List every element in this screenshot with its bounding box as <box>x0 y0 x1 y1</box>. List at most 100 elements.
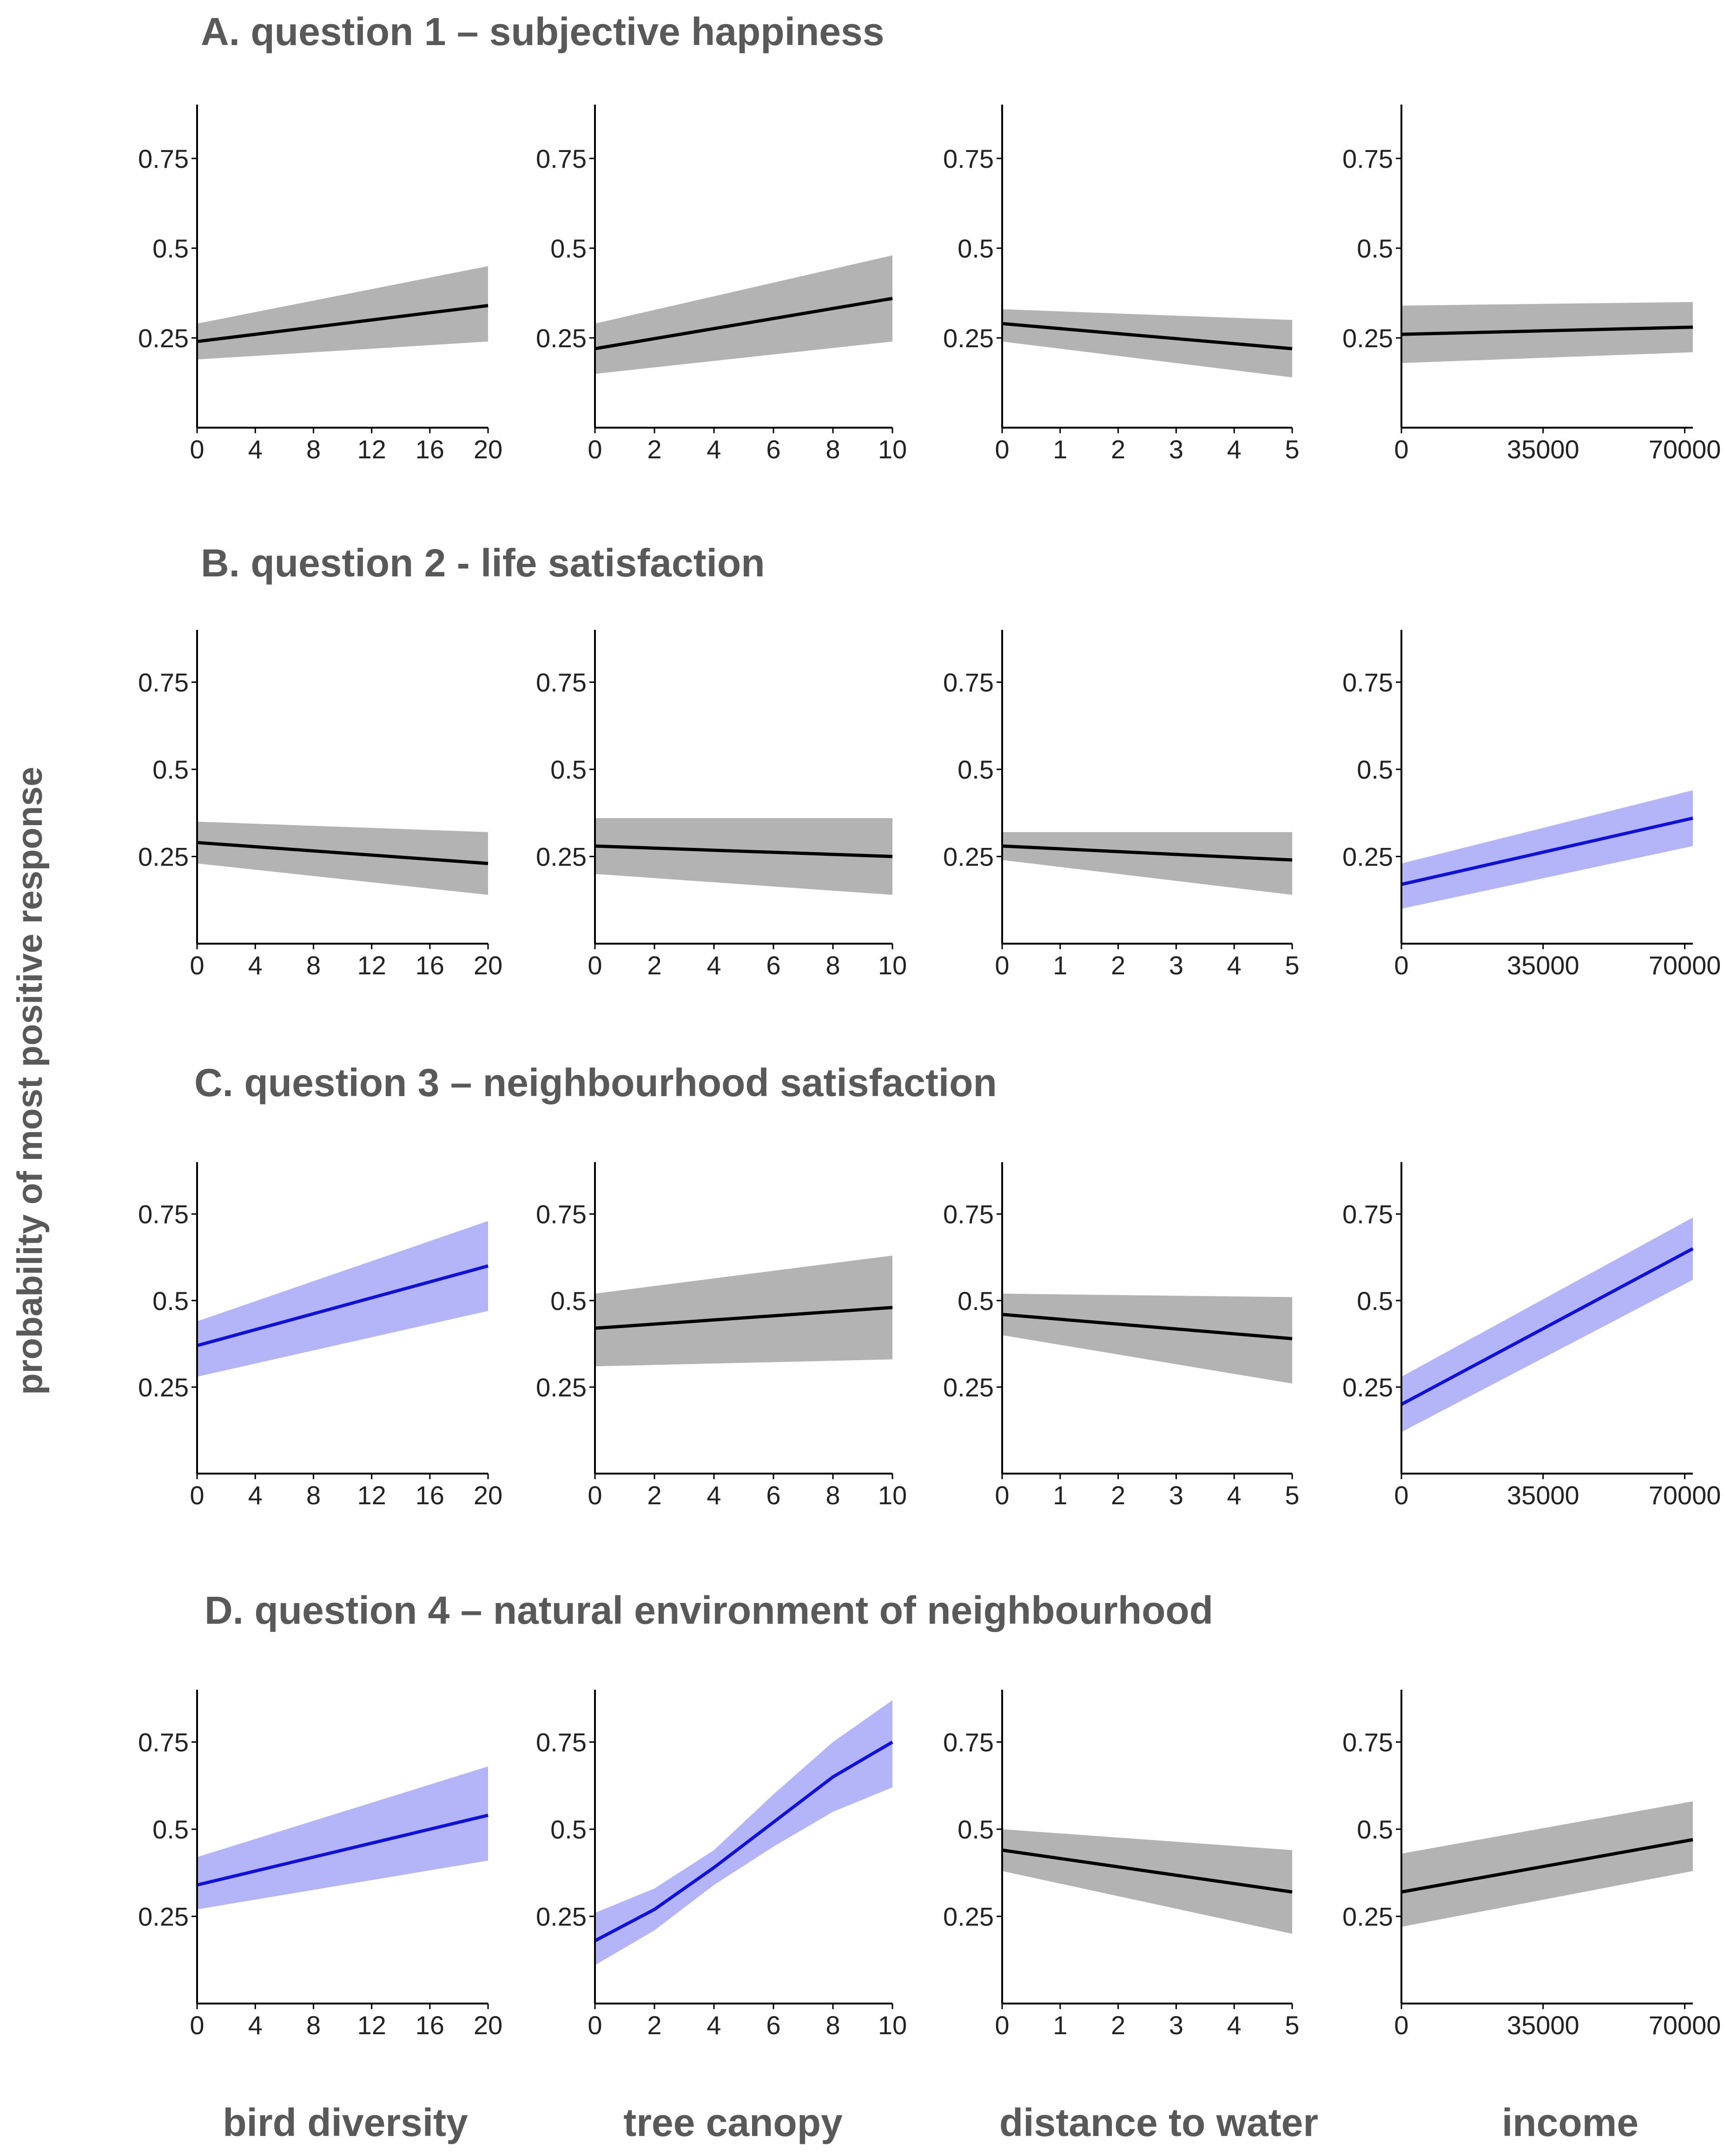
fitted-line <box>197 1813 489 1887</box>
fitted-line <box>197 1264 489 1347</box>
x-tick-label: 8 <box>306 1481 321 1510</box>
x-tick-label: 0 <box>1394 1481 1408 1510</box>
x-tick-label: 10 <box>878 951 907 980</box>
y-tick-label: 0.75 <box>943 144 994 173</box>
x-tick-label: 0 <box>190 435 204 464</box>
x-tick-label: 10 <box>878 1481 907 1510</box>
panel-b-tree: 0.25 0.5 0.75 0 2 4 6 8 10 <box>536 630 907 980</box>
x-tick-label: 8 <box>306 951 321 980</box>
confidence-band <box>197 1221 488 1377</box>
fitted-line <box>1002 1848 1293 1894</box>
x-tick-label: 2 <box>1111 1481 1125 1510</box>
x-tick-label: 4 <box>707 1481 721 1510</box>
y-tick-label: 0.5 <box>958 755 994 784</box>
x-tick-label: 2 <box>1111 435 1125 464</box>
y-tick-label: 0.5 <box>958 234 994 263</box>
confidence-band <box>595 255 892 374</box>
x-tick-label: 20 <box>474 435 502 464</box>
panels-group: 0.250.50.750 4 8 12 16 200.250.50.750 2 4 6 8 100.… <box>138 105 1721 2040</box>
panel-c-tree: 0.25 0.5 0.75 0 2 4 6 8 10 <box>536 1162 907 1510</box>
x-tick-label: 0 <box>588 1481 602 1510</box>
fitted-line <box>197 304 489 344</box>
confidence-band <box>1002 1293 1292 1384</box>
x-tick-label: 0 <box>995 951 1009 980</box>
row-title-c: C. question 3 – neighbourhood satisfacti… <box>194 1061 997 1104</box>
x-tick-label: 6 <box>766 1481 780 1510</box>
confidence-band <box>1401 302 1693 363</box>
x-tick-label: 70000 <box>1649 951 1721 980</box>
x-tick-label: 8 <box>826 1481 840 1510</box>
x-tick-label: 16 <box>416 1481 444 1510</box>
y-tick-label: 0.25 <box>1342 324 1393 353</box>
x-tick-label: 0 <box>1394 951 1408 980</box>
x-tick-label: 4 <box>707 435 721 464</box>
y-tick-label: 0.25 <box>536 842 587 872</box>
panel-a-water: 0.25 0.5 0.75 0 1 2 3 4 5 <box>943 105 1300 464</box>
confidence-band <box>595 1256 892 1367</box>
fitted-line <box>1401 1838 1693 1894</box>
panel-d-income: 0.25 0.5 0.75 0 35000 70000 <box>1342 1690 1721 2040</box>
x-tick-label: 0 <box>190 2011 204 2040</box>
x-tick-label: 0 <box>588 951 602 980</box>
x-tick-label: 3 <box>1169 435 1183 464</box>
x-tick-label: 8 <box>826 435 840 464</box>
x-tick-label: 3 <box>1169 1481 1183 1510</box>
x-tick-label: 0 <box>190 1481 204 1510</box>
y-tick-label: 0.75 <box>1342 1200 1393 1229</box>
y-tick-label: 0.25 <box>138 1373 189 1402</box>
y-tick-label: 0.25 <box>536 1902 587 1931</box>
confidence-band <box>1002 832 1292 895</box>
panel-a-income: 0.25 0.5 0.75 0 35000 70000 <box>1342 105 1721 464</box>
x-tick-label: 2 <box>647 2011 661 2040</box>
y-tick-label: 0.5 <box>550 1286 587 1316</box>
confidence-band <box>197 266 488 360</box>
confidence-band <box>595 1700 892 1965</box>
x-tick-label: 3 <box>1169 2011 1183 2040</box>
x-tick-label: 70000 <box>1649 1481 1721 1510</box>
fitted-line <box>594 297 893 351</box>
row-title-d: D. question 4 – natural environment of n… <box>205 1588 1213 1632</box>
confidence-band <box>197 821 488 895</box>
x-tick-label: 16 <box>416 435 444 464</box>
fitted-line <box>1002 1313 1293 1341</box>
y-tick-label: 0.25 <box>536 324 587 353</box>
y-tick-label: 0.5 <box>152 755 189 784</box>
x-tick-label: 20 <box>474 2011 502 2040</box>
x-tick-label: 0 <box>588 2011 602 2040</box>
x-tick-label: 6 <box>766 2011 780 2040</box>
fitted-line <box>1401 325 1693 336</box>
y-tick-label: 0.25 <box>536 1373 587 1402</box>
y-tick-label: 0.75 <box>943 1728 994 1757</box>
x-tick-label: 5 <box>1285 435 1299 464</box>
x-tick-label: 4 <box>248 951 263 980</box>
fitted-line <box>197 841 489 865</box>
x-tick-label: 10 <box>878 2011 907 2040</box>
y-tick-label: 0.5 <box>1357 1286 1393 1316</box>
x-tick-label: 0 <box>995 1481 1009 1510</box>
y-tick-label: 0.5 <box>550 755 587 784</box>
y-tick-label: 0.25 <box>1342 1373 1393 1402</box>
y-tick-label: 0.75 <box>536 1200 587 1229</box>
x-tick-label: 0 <box>1394 2011 1408 2040</box>
confidence-band <box>1401 1801 1693 1927</box>
confidence-band <box>595 818 892 895</box>
column-label-distance-to-water: distance to water <box>999 2101 1318 2144</box>
y-tick-label: 0.75 <box>536 1728 587 1757</box>
confidence-band <box>1002 1829 1292 1934</box>
y-tick-label: 0.25 <box>943 324 994 353</box>
y-tick-label: 0.25 <box>943 1373 994 1402</box>
x-tick-label: 0 <box>588 435 602 464</box>
y-tick-label: 0.5 <box>1357 1815 1393 1844</box>
x-tick-label: 4 <box>1227 2011 1242 2040</box>
x-tick-label: 3 <box>1169 951 1183 980</box>
fitted-line <box>1002 322 1293 351</box>
y-tick-label: 0.25 <box>138 324 189 353</box>
x-tick-label: 2 <box>647 1481 661 1510</box>
panel-c-income: 0.25 0.5 0.75 0 35000 70000 <box>1342 1162 1721 1510</box>
row-title-a: A. question 1 – subjective happiness <box>201 10 884 53</box>
x-tick-label: 4 <box>707 951 721 980</box>
x-tick-label: 2 <box>647 435 661 464</box>
x-tick-label: 16 <box>416 2011 444 2040</box>
x-tick-label: 12 <box>357 2011 386 2040</box>
